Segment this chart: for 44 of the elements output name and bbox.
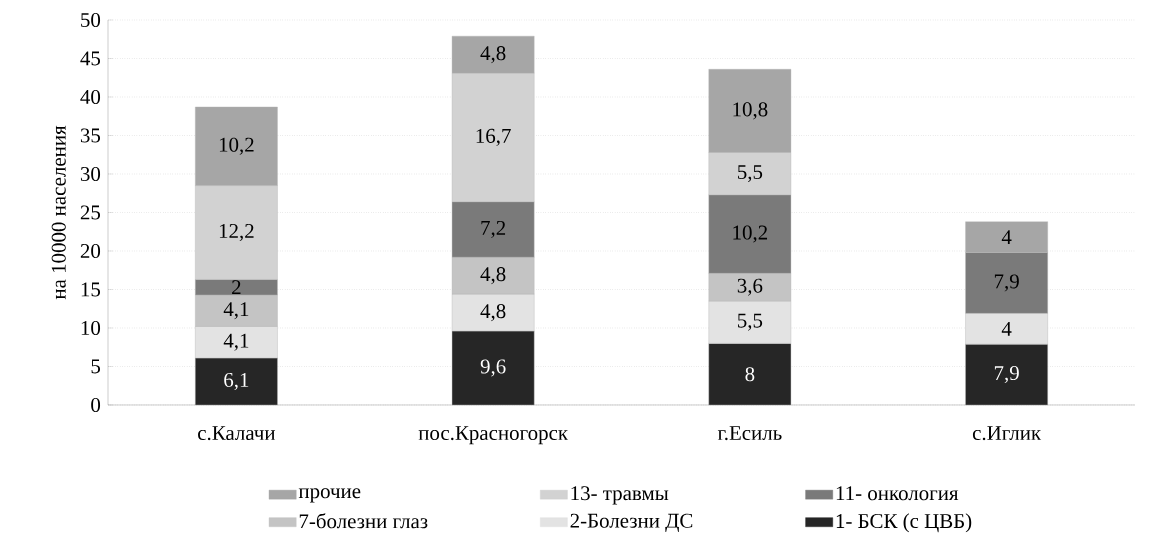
y-tick-label: 5 <box>91 359 101 374</box>
data-label: 9,6 <box>480 359 506 377</box>
data-label: 10,2 <box>219 137 254 155</box>
data-label: 12,2 <box>219 223 254 242</box>
y-tick-label: 45 <box>80 51 101 66</box>
data-label: 4,1 <box>223 302 249 320</box>
legend-label: прочие <box>298 488 361 503</box>
data-label: 3,6 <box>737 278 763 296</box>
data-label: 5,5 <box>738 165 763 183</box>
y-tick-label: 20 <box>80 243 101 259</box>
y-tick-label: 10 <box>81 320 101 336</box>
data-label: 4 <box>1001 230 1012 245</box>
data-label: 10,2 <box>733 225 768 243</box>
y-axis-title: на 10000 населения <box>51 125 66 300</box>
data-label: 7,9 <box>994 366 1019 384</box>
y-tick-label: 25 <box>80 205 101 220</box>
legend-label: 2-Болезни ДС <box>570 513 693 533</box>
data-label: 4,8 <box>480 267 506 285</box>
data-label: 4,8 <box>480 304 506 322</box>
data-label: 4,8 <box>480 46 506 64</box>
y-tick-label: 30 <box>80 166 101 182</box>
legend-label: 1- БСК (с ЦВБ) <box>836 513 972 533</box>
legend-label: 11- онкология <box>836 486 959 501</box>
y-tick-label: 40 <box>80 89 101 105</box>
x-tick-label: с.Иглик <box>972 426 1042 441</box>
x-tick-label: с.Калачи <box>198 426 276 441</box>
data-label: 4 <box>1001 321 1012 336</box>
y-tick-label: 15 <box>81 282 101 297</box>
legend-label: 13- травмы <box>571 486 669 505</box>
y-tick-label: 50 <box>81 12 101 28</box>
data-label: 6,1 <box>224 372 249 391</box>
x-tick-label: г.Есиль <box>717 426 782 441</box>
data-label: 7,9 <box>994 274 1019 292</box>
data-label: 4,1 <box>223 333 249 351</box>
data-label: 5,5 <box>738 313 763 331</box>
x-tick-label: пос.Красногорск <box>418 426 569 445</box>
data-label: 8 <box>745 367 755 382</box>
data-label: 7,2 <box>481 220 506 238</box>
data-label: 16,7 <box>476 128 511 146</box>
data-label: 2 <box>232 280 241 295</box>
y-tick-label: 0 <box>91 397 101 413</box>
y-tick-label: 35 <box>80 128 101 143</box>
data-label: 10,8 <box>733 102 768 120</box>
legend-label: 7-болезни глаз <box>299 513 428 529</box>
